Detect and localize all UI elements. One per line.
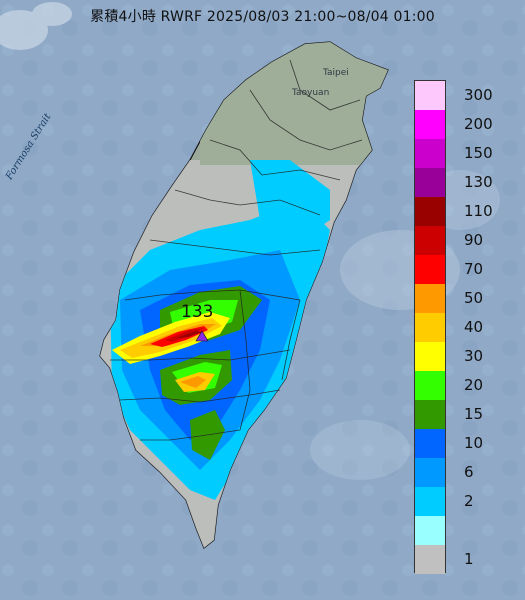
legend-label: 6	[464, 462, 474, 481]
legend-swatch	[415, 110, 445, 139]
legend-swatch	[415, 168, 445, 197]
legend-swatch	[415, 81, 445, 110]
legend-label: 200	[464, 114, 493, 133]
triangle-marker	[195, 330, 209, 342]
legend-swatch	[415, 487, 445, 516]
legend-label: 10	[464, 433, 484, 452]
legend-swatch	[415, 545, 445, 574]
legend-label: 150	[464, 143, 493, 162]
legend-label: 40	[464, 317, 484, 336]
city-label-taoyuan: Taoyuan	[292, 88, 330, 98]
map-title: 累積4小時 RWRF 2025/08/03 21:00~08/04 01:00	[90, 9, 435, 25]
city-label-taipei: Taipei	[323, 68, 349, 78]
legend-label: 300	[464, 85, 493, 104]
legend-label: 130	[464, 172, 493, 191]
legend-label: 90	[464, 230, 484, 249]
color-legend: 300 200 150 130 110 90 70 50 40 30 20 15 10 6 2 1	[414, 80, 516, 574]
legend-swatch	[415, 226, 445, 255]
legend-label: 1	[464, 549, 474, 568]
legend-swatch	[415, 516, 445, 545]
legend-swatch	[415, 371, 445, 400]
legend-label: 50	[464, 288, 484, 307]
legend-label: 70	[464, 259, 484, 278]
legend-label: 110	[464, 201, 493, 220]
legend-swatch	[415, 284, 445, 313]
legend-swatch	[415, 458, 445, 487]
county-boundaries	[110, 59, 363, 441]
legend-label: 30	[464, 346, 484, 365]
legend-swatch	[415, 429, 445, 458]
legend-label: 20	[464, 375, 484, 394]
legend-swatch	[415, 255, 445, 284]
legend-swatch	[415, 342, 445, 371]
legend-swatch	[415, 139, 445, 168]
legend-color-bar	[414, 80, 446, 574]
legend-label: 2	[464, 491, 474, 510]
legend-swatch	[415, 313, 445, 342]
peak-value-label: 133	[181, 302, 214, 322]
legend-swatch	[415, 400, 445, 429]
legend-label: 15	[464, 404, 484, 423]
legend-swatch	[415, 197, 445, 226]
